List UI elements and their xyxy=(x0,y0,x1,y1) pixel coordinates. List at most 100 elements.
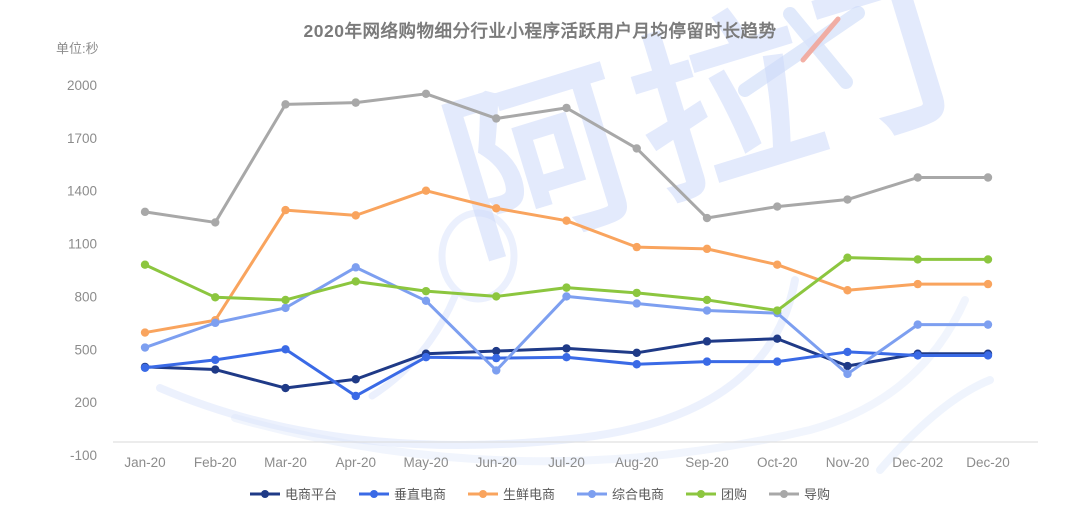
series-point xyxy=(913,279,922,289)
series-point xyxy=(351,211,360,220)
y-tick-label: 2000 xyxy=(67,78,97,93)
series-point xyxy=(281,383,290,393)
x-tick-label: Jan-20 xyxy=(124,455,165,470)
legend-item: 团购 xyxy=(686,484,747,503)
series-point xyxy=(843,286,852,295)
series-point xyxy=(913,255,922,264)
legend-item: 生鲜电商 xyxy=(467,484,555,503)
legend-label: 综合电商 xyxy=(612,487,665,502)
series-point xyxy=(632,299,641,308)
series-point xyxy=(351,277,360,286)
y-tick-label: 200 xyxy=(74,395,97,410)
y-tick-label: 1400 xyxy=(67,184,97,199)
series-point xyxy=(492,204,501,213)
series-point xyxy=(773,334,782,343)
series-point xyxy=(983,173,993,182)
series-point xyxy=(773,306,782,315)
series-point xyxy=(632,360,641,369)
series-point xyxy=(562,292,571,301)
legend-label: 团购 xyxy=(721,487,748,502)
series-point xyxy=(913,173,922,182)
series-line-5 xyxy=(143,92,990,224)
series-point xyxy=(773,202,782,211)
y-tick-label: 500 xyxy=(74,342,97,357)
legend-label: 电商平台 xyxy=(284,487,337,502)
series-point xyxy=(281,205,290,215)
series-point xyxy=(843,361,852,371)
series-point xyxy=(351,263,360,272)
x-tick-label: Jul-20 xyxy=(548,455,585,470)
series-point xyxy=(421,89,431,99)
series-point xyxy=(632,288,641,298)
series-point xyxy=(702,306,712,315)
series-point xyxy=(562,353,571,362)
x-tick-label: Dec-20 xyxy=(966,455,1010,470)
y-tick-label: 1100 xyxy=(68,237,97,252)
legend: 电商平台 垂直电商 生鲜电商 综合电商 团购 导购 xyxy=(0,484,1080,503)
series-point xyxy=(632,144,641,153)
series-point xyxy=(281,295,290,305)
series-point xyxy=(211,293,220,302)
x-tick-label: Jun-20 xyxy=(476,455,517,470)
legend-item: 综合电商 xyxy=(577,484,664,503)
series-point xyxy=(562,283,571,292)
legend-marker xyxy=(686,489,717,498)
series-point xyxy=(843,369,852,379)
x-tick-label: Mar-20 xyxy=(264,455,307,470)
x-tick-label: Aug-20 xyxy=(615,455,659,470)
legend-marker xyxy=(249,489,280,498)
series-point xyxy=(492,292,501,301)
series-point xyxy=(913,351,922,360)
x-tick-label: Nov-20 xyxy=(826,455,870,470)
series-point xyxy=(492,346,501,356)
series-point xyxy=(702,337,712,346)
series-point xyxy=(351,391,360,401)
series-point xyxy=(562,344,571,353)
series-point xyxy=(421,286,431,296)
series-point xyxy=(562,216,571,225)
series-point xyxy=(140,207,150,217)
series-point xyxy=(983,279,993,289)
series-point xyxy=(702,244,712,254)
series-point xyxy=(773,357,782,366)
x-tick-label: Dec-202 xyxy=(892,455,943,470)
x-tick-label: Apr-20 xyxy=(335,455,376,470)
y-tick-label: 1700 xyxy=(67,131,97,146)
series-point xyxy=(562,103,571,113)
legend-marker xyxy=(358,489,389,498)
legend-label: 导购 xyxy=(804,487,831,502)
series-point xyxy=(211,218,220,227)
series-point xyxy=(421,353,431,362)
series-point xyxy=(492,114,501,123)
series-point xyxy=(632,348,641,358)
series-point xyxy=(421,186,431,195)
series-point xyxy=(140,363,150,372)
series-point xyxy=(140,343,150,352)
series-point xyxy=(702,357,712,366)
legend-label: 生鲜电商 xyxy=(502,487,555,502)
y-axis-unit-label: 单位:秒 xyxy=(56,41,99,56)
series-point xyxy=(351,375,360,384)
series-point xyxy=(211,365,220,374)
series-point xyxy=(421,296,431,306)
x-tick-label: Sep-20 xyxy=(685,455,729,470)
legend-marker xyxy=(769,489,800,498)
series-point xyxy=(702,213,712,223)
legend-marker xyxy=(467,489,498,498)
series-point xyxy=(351,98,360,107)
legend-marker xyxy=(577,489,607,498)
y-tick-label: -100 xyxy=(70,448,97,463)
legend-item: 电商平台 xyxy=(249,484,337,503)
series-point xyxy=(492,353,501,363)
series-point xyxy=(632,242,641,252)
series-point xyxy=(983,320,993,329)
x-tick-label: Feb-20 xyxy=(194,455,237,470)
series-point xyxy=(983,255,993,264)
legend-item: 垂直电商 xyxy=(358,484,446,503)
legend-label: 垂直电商 xyxy=(393,487,446,502)
series-point xyxy=(211,355,220,365)
